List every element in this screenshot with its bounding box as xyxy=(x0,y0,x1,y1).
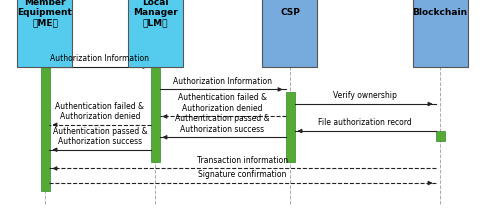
Text: Authentication passed &
Authorization success: Authentication passed & Authorization su… xyxy=(175,114,270,134)
Bar xyxy=(128,0,182,67)
Bar xyxy=(18,0,72,67)
Bar xyxy=(262,0,318,67)
Bar xyxy=(286,92,294,162)
Text: Local
Manager
（LM）: Local Manager （LM） xyxy=(132,0,178,27)
Bar xyxy=(412,0,468,67)
Text: Authorization Information: Authorization Information xyxy=(173,77,272,86)
Text: CSP: CSP xyxy=(280,8,300,17)
Text: Authentication passed &
Authorization success: Authentication passed & Authorization su… xyxy=(52,127,148,146)
Text: Member
Equipment
（ME）: Member Equipment （ME） xyxy=(18,0,72,27)
Text: Authorization Information: Authorization Information xyxy=(50,54,150,63)
Text: Transaction information: Transaction information xyxy=(197,156,288,165)
Text: Signature confirmation: Signature confirmation xyxy=(198,170,286,179)
Bar xyxy=(40,67,50,191)
Bar xyxy=(150,67,160,162)
Text: Authentication failed &
Authorization denied: Authentication failed & Authorization de… xyxy=(56,102,144,121)
Text: File authorization record: File authorization record xyxy=(318,118,412,127)
Text: Verify ownership: Verify ownership xyxy=(333,91,397,100)
Text: Authentication failed &
Authorization denied: Authentication failed & Authorization de… xyxy=(178,93,267,113)
Bar xyxy=(436,131,444,141)
Text: Blockchain: Blockchain xyxy=(412,8,468,17)
